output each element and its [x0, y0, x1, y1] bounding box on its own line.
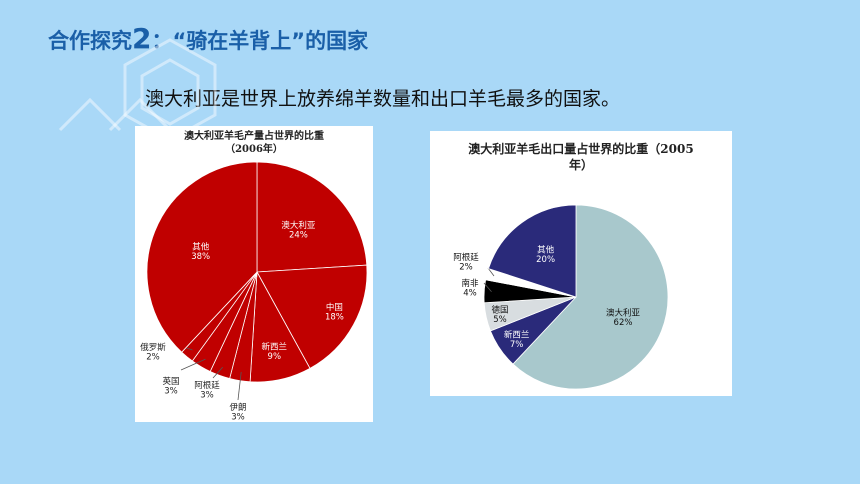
chart1-leader-3 — [237, 371, 242, 401]
chart2-title-line1: 澳大利亚羊毛出口量占世界的比重（2005 — [468, 142, 694, 156]
chart1-title: 澳大利亚羊毛产量占世界的比重 （2006年） — [135, 130, 373, 156]
title-suffix: ：“骑在羊背上”的国家 — [151, 29, 369, 53]
page-title: 合作探究2：“骑在羊背上”的国家 — [48, 22, 368, 55]
chart1-value-label-0: 24% — [289, 230, 308, 240]
chart2-category-label-3: 南非 — [461, 278, 479, 289]
wool-production-chart: 澳大利亚羊毛产量占世界的比重 （2006年） 澳大利亚 24% 中国 18% 新西兰 9%… — [135, 126, 373, 423]
chart1-value-label-5: 3% — [164, 387, 178, 397]
chart1-value-label-6: 2% — [146, 353, 160, 363]
chart1-value-label-3: 3% — [231, 413, 245, 423]
chart1-category-label-2: 新西兰 — [262, 341, 288, 352]
chart1-leader-4 — [212, 366, 223, 379]
title-prefix: 合作探究 — [48, 29, 132, 53]
chart1-slice-0 — [256, 161, 368, 273]
chart1-leader-5 — [180, 358, 206, 371]
page-subtitle: 澳大利亚是世界上放养绵羊数量和出口羊毛最多的国家。 — [145, 88, 621, 110]
chart1-category-label-1: 中国 — [326, 302, 343, 313]
chart1-category-label-4: 阿根廷 — [194, 380, 220, 391]
chart2-value-label-2: 5% — [493, 315, 507, 325]
chart1-slice-1 — [256, 264, 368, 369]
chart1-category-label-3: 伊朗 — [229, 402, 246, 413]
chart1-category-label-7: 其他 — [192, 242, 210, 253]
chart1-value-label-7: 38% — [191, 252, 210, 262]
chart1-slice-7 — [146, 161, 258, 353]
chart1-value-label-4: 3% — [200, 391, 214, 401]
chart2-category-label-1: 新西兰 — [504, 329, 530, 340]
chart1-value-label-1: 18% — [325, 313, 344, 323]
chart2-category-label-4: 阿根廷 — [453, 252, 479, 263]
chart2-value-label-1: 7% — [510, 340, 523, 350]
chart1-category-label-6: 俄罗斯 — [140, 342, 166, 353]
chart2-value-label-4: 2% — [459, 263, 473, 273]
chart1-category-label-5: 英国 — [162, 376, 179, 387]
wool-export-chart: 澳大利亚羊毛出口量占世界的比重（2005 年） 澳大利亚 62% 新西兰 7% 德国 5%… — [430, 131, 732, 396]
chart2-slice-5 — [487, 204, 577, 298]
chart2-category-label-2: 德国 — [491, 305, 508, 316]
chart1-title-line1: 澳大利亚羊毛产量占世界的比重 — [184, 131, 324, 142]
chart2-value-label-3: 4% — [463, 289, 477, 299]
chart2-category-label-0: 澳大利亚 — [606, 308, 641, 319]
chart1-value-label-2: 9% — [268, 352, 282, 362]
chart2-value-label-0: 62% — [614, 318, 633, 328]
title-number: 2 — [132, 22, 152, 55]
decorative-pattern-icon — [58, 38, 217, 142]
chart2-value-label-5: 20% — [536, 255, 555, 265]
chart2-title-line2: 年） — [568, 158, 593, 172]
chart2-title: 澳大利亚羊毛出口量占世界的比重（2005 年） — [430, 141, 732, 173]
chart1-category-label-0: 澳大利亚 — [281, 220, 316, 231]
chart2-category-label-5: 其他 — [537, 244, 555, 255]
chart2-leader-3 — [483, 282, 492, 292]
chart2-leader-4 — [487, 267, 495, 277]
chart2-slice-0 — [512, 204, 669, 390]
chart1-title-line2: （2006年） — [225, 144, 283, 155]
